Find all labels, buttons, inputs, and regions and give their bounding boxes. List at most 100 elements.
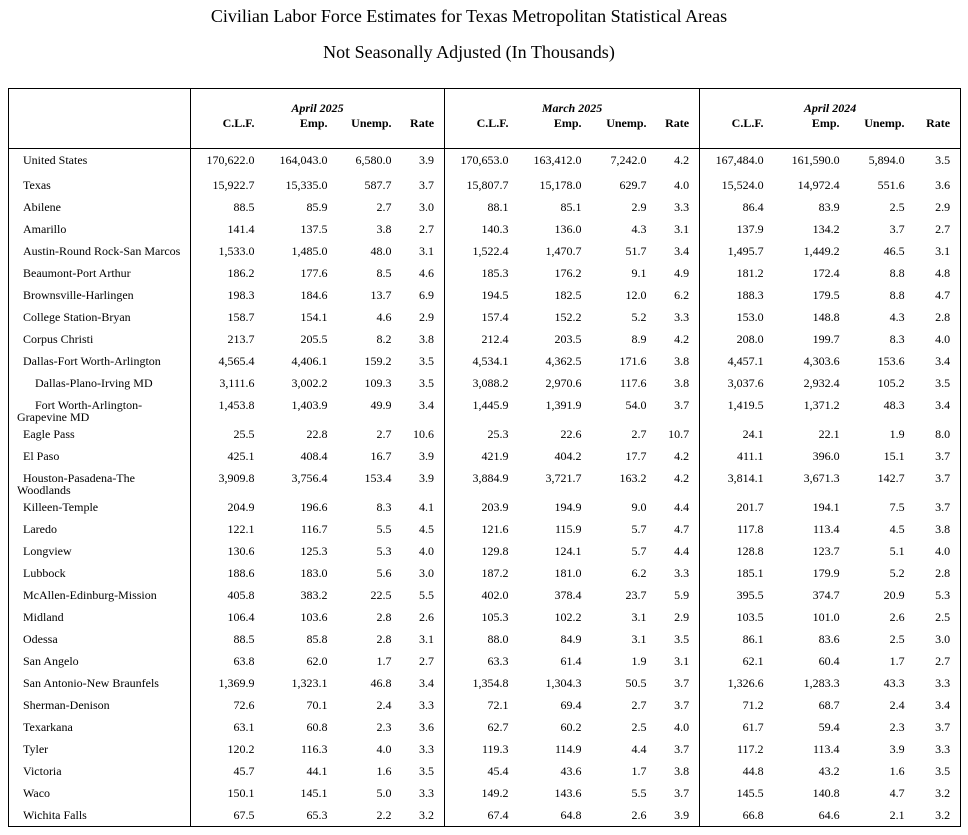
value-cell: 5.9 xyxy=(674,588,690,602)
value-cell: 2.8 xyxy=(376,610,392,624)
value-cell: 51.7 xyxy=(625,244,647,258)
value-cell: 67.4 xyxy=(444,804,517,826)
value-cell: 116.3 xyxy=(300,742,328,756)
value-cell: 3.5 xyxy=(935,764,951,778)
value-cell: 5.2 xyxy=(889,566,905,580)
value-cell: 205.5 xyxy=(300,332,328,346)
value-cell: 13.7 xyxy=(370,288,392,302)
value-cell: 3.3 xyxy=(674,566,690,580)
value-cell: 185.3 xyxy=(444,262,517,284)
value-cell: 88.5 xyxy=(190,628,263,650)
value-cell: 8.2 xyxy=(376,332,392,346)
group-header-row: April 2025 March 2025 April 2024 xyxy=(9,88,961,114)
value-cell: 153.6 xyxy=(877,354,905,368)
value-cell: 3.4 xyxy=(419,676,435,690)
data-row: Odessa 88.5 85.8 2.8 3.1 88.0 84.9 3.1 3.5 86.1 83… xyxy=(9,628,961,650)
value-cell: 5.3 xyxy=(376,544,392,558)
area-name: Victoria xyxy=(23,764,62,778)
data-row: College Station-Bryan 158.7 154.1 4.6 2.9 157… xyxy=(9,306,961,328)
value-cell: 12.0 xyxy=(625,288,647,302)
area-name: Killeen-Temple xyxy=(23,500,99,514)
column-label: Unemp. xyxy=(335,114,400,149)
value-cell: 22.6 xyxy=(560,427,582,441)
value-cell: 1.9 xyxy=(889,427,905,441)
value-cell: 2.8 xyxy=(935,566,951,580)
data-row: Waco 150.1 145.1 5.0 3.3 149.2 143.6 5.5 3.7 145.… xyxy=(9,782,961,804)
data-row: McAllen-Edinburg-Mission 405.8 383.2 22.5 5.… xyxy=(9,584,961,606)
value-cell: 2.7 xyxy=(376,427,392,441)
value-cell: 3,002.2 xyxy=(291,376,328,390)
value-cell: 425.1 xyxy=(190,445,263,467)
value-cell: 1,485.0 xyxy=(291,244,328,258)
data-row: Tyler 120.2 116.3 4.0 3.3 119.3 114.9 4.4 3.7 117… xyxy=(9,738,961,760)
value-cell: 15.1 xyxy=(883,449,905,463)
data-row: Midland 106.4 103.6 2.8 2.6 105.3 102.2 3.1 2.9 1… xyxy=(9,606,961,628)
value-cell: 143.6 xyxy=(554,786,582,800)
value-cell: 374.7 xyxy=(812,588,840,602)
area-name: San Antonio-New Braunfels xyxy=(23,676,159,690)
value-cell: 64.8 xyxy=(560,808,582,822)
area-name: Austin-Round Rock-San Marcos xyxy=(23,244,181,258)
value-cell: 54.0 xyxy=(625,398,647,412)
value-cell: 122.1 xyxy=(190,518,263,540)
value-cell: 3.6 xyxy=(935,178,951,192)
value-cell: 182.5 xyxy=(554,288,582,302)
value-cell: 88.1 xyxy=(444,196,517,218)
value-cell: 3.9 xyxy=(419,471,435,485)
value-cell: 3,909.8 xyxy=(190,467,263,496)
value-cell: 86.1 xyxy=(699,628,772,650)
area-name: Odessa xyxy=(23,632,58,646)
value-cell: 4.6 xyxy=(419,266,435,280)
value-cell: 4.4 xyxy=(674,500,690,514)
value-cell: 177.6 xyxy=(300,266,328,280)
value-cell: 551.6 xyxy=(877,178,905,192)
value-cell: 2.6 xyxy=(419,610,435,624)
value-cell: 2.7 xyxy=(376,200,392,214)
value-cell: 65.3 xyxy=(306,808,328,822)
value-cell: 137.9 xyxy=(699,218,772,240)
value-cell: 3.3 xyxy=(674,200,690,214)
value-cell: 587.7 xyxy=(364,178,392,192)
data-row: El Paso 425.1 408.4 16.7 3.9 421.9 404.2 17.7 4.… xyxy=(9,445,961,467)
value-cell: 1,470.7 xyxy=(545,244,582,258)
value-cell: 3.1 xyxy=(935,244,951,258)
value-cell: 199.7 xyxy=(812,332,840,346)
value-cell: 4.2 xyxy=(674,152,690,167)
value-cell: 212.4 xyxy=(444,328,517,350)
value-cell: 45.7 xyxy=(190,760,263,782)
data-row: Amarillo 141.4 137.5 3.8 2.7 140.3 136.0 4.3 3.1… xyxy=(9,218,961,240)
value-cell: 149.2 xyxy=(444,782,517,804)
value-cell: 6.9 xyxy=(419,288,435,302)
value-cell: 6,580.0 xyxy=(355,152,392,167)
value-cell: 2.5 xyxy=(889,632,905,646)
value-cell: 117.6 xyxy=(619,376,647,390)
column-label: Rate xyxy=(654,114,700,149)
data-row: San Angelo 63.8 62.0 1.7 2.7 63.3 61.4 1.9 3.1 62… xyxy=(9,650,961,672)
column-label: Unemp. xyxy=(847,114,913,149)
value-cell: 43.2 xyxy=(818,764,840,778)
column-label: C.L.F. xyxy=(190,114,263,149)
value-cell: 3.0 xyxy=(419,200,435,214)
value-cell: 4,534.1 xyxy=(444,350,517,372)
value-cell: 4,457.1 xyxy=(699,350,772,372)
value-cell: 213.7 xyxy=(190,328,263,350)
value-cell: 3.8 xyxy=(419,332,435,346)
value-cell: 3.7 xyxy=(674,676,690,690)
value-cell: 3.8 xyxy=(674,764,690,778)
value-cell: 14,972.4 xyxy=(797,178,840,192)
value-cell: 3.8 xyxy=(935,522,951,536)
value-cell: 1,369.9 xyxy=(190,672,263,694)
value-cell: 3.3 xyxy=(935,676,951,690)
value-cell: 194.9 xyxy=(554,500,582,514)
value-cell: 383.2 xyxy=(300,588,328,602)
data-row: Houston-Pasadena-The Woodlands 3,909.8 3,7… xyxy=(9,467,961,496)
column-label: C.L.F. xyxy=(444,114,517,149)
value-cell: 68.7 xyxy=(818,698,840,712)
value-cell: 8.8 xyxy=(889,266,905,280)
value-cell: 3.0 xyxy=(419,566,435,580)
value-cell: 2.5 xyxy=(935,610,951,624)
value-cell: 3.1 xyxy=(419,632,435,646)
value-cell: 3,814.1 xyxy=(699,467,772,496)
data-row: United States 170,622.0 164,043.0 6,580.0 3.… xyxy=(9,148,961,174)
value-cell: 3.7 xyxy=(674,742,690,756)
